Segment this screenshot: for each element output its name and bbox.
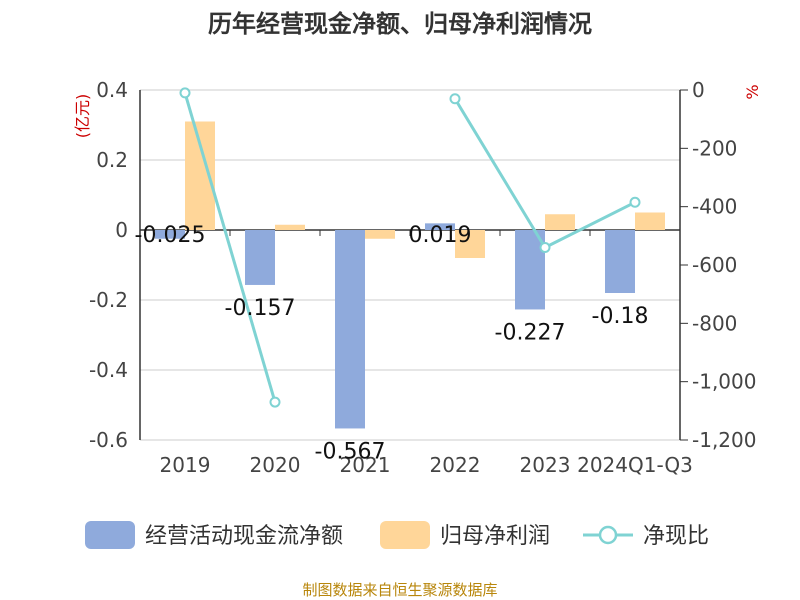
cashflow-bar xyxy=(245,230,275,285)
y-left-tick-label: -0.2 xyxy=(89,288,128,312)
x-tick-label: 2019 xyxy=(160,453,211,477)
y-left-tick-label: -0.6 xyxy=(89,428,128,452)
cashflow-bar xyxy=(335,230,365,429)
x-tick-label: 2024Q1-Q3 xyxy=(577,453,693,477)
x-tick-label: 2023 xyxy=(520,453,571,477)
line-series xyxy=(179,87,641,408)
legend-label: 归母净利润 xyxy=(440,524,550,549)
axes: 0.4 0.2 0 -0.2 -0.4 -0.6 0 -200 -400 -600 -800 -1,0… xyxy=(73,78,762,477)
cashflow-data-label: -0.227 xyxy=(495,320,566,345)
y-right-tick-label: -800 xyxy=(692,311,737,335)
ratio-point xyxy=(179,87,191,99)
y-right-unit: % xyxy=(743,84,762,99)
y-left-tick-label: 0.4 xyxy=(96,78,128,102)
legend-marker xyxy=(598,525,618,545)
ratio-point xyxy=(539,242,551,253)
x-tick-label: 2021 xyxy=(340,453,391,477)
x-tick-label: 2022 xyxy=(430,453,481,477)
cashflow-bar xyxy=(155,230,185,239)
netprofit-bar xyxy=(545,214,575,230)
ratio-line xyxy=(183,92,277,403)
data-labels: -0.025 -0.157 -0.567 0.019 -0.227 -0.18 xyxy=(135,223,649,464)
ratio-point xyxy=(629,196,641,208)
cashflow-bar xyxy=(515,230,545,310)
cashflow-data-label: 0.019 xyxy=(409,223,472,248)
y-left-tick-label: -0.4 xyxy=(89,358,128,382)
netprofit-bar xyxy=(635,212,665,230)
y-right-tick-label: -1,200 xyxy=(692,428,756,452)
source-note: 制图数据来自恒生聚源数据库 xyxy=(302,581,497,599)
legend-label: 净现比 xyxy=(643,524,709,549)
legend: 经营活动现金流净额 归母净利润 净现比 xyxy=(85,521,709,549)
cashflow-data-label: -0.157 xyxy=(225,296,296,321)
cashflow-data-label: -0.567 xyxy=(315,439,386,464)
grid-lines xyxy=(140,89,680,441)
y-right-tick-label: -400 xyxy=(692,195,737,219)
y-right-tick-label: -600 xyxy=(692,253,737,277)
y-right-tick-label: 0 xyxy=(692,78,705,102)
ratio-point xyxy=(449,93,461,105)
y-left-tick-label: 0 xyxy=(115,218,128,242)
netprofit-bar xyxy=(365,230,395,239)
netprofit-bar xyxy=(455,230,485,258)
x-tick-label: 2020 xyxy=(250,453,301,477)
cashflow-data-label: -0.025 xyxy=(135,223,206,248)
legend-swatch xyxy=(85,521,135,549)
cashflow-bar xyxy=(605,230,635,293)
netprofit-bar xyxy=(275,224,305,230)
y-right-tick-label: -1,000 xyxy=(692,370,756,394)
legend-label: 经营活动现金流净额 xyxy=(145,524,343,549)
y-left-tick-label: 0.2 xyxy=(96,148,128,172)
legend-swatch xyxy=(380,521,430,549)
cashflow-data-label: -0.18 xyxy=(592,304,649,329)
bars xyxy=(155,121,665,429)
chart-title: 历年经营现金净额、归母净利润情况 xyxy=(208,10,592,38)
cashflow-bar xyxy=(425,223,455,230)
y-right-tick-label: -200 xyxy=(692,136,737,160)
y-left-unit: (亿元) xyxy=(73,94,92,139)
ratio-point xyxy=(269,396,281,408)
